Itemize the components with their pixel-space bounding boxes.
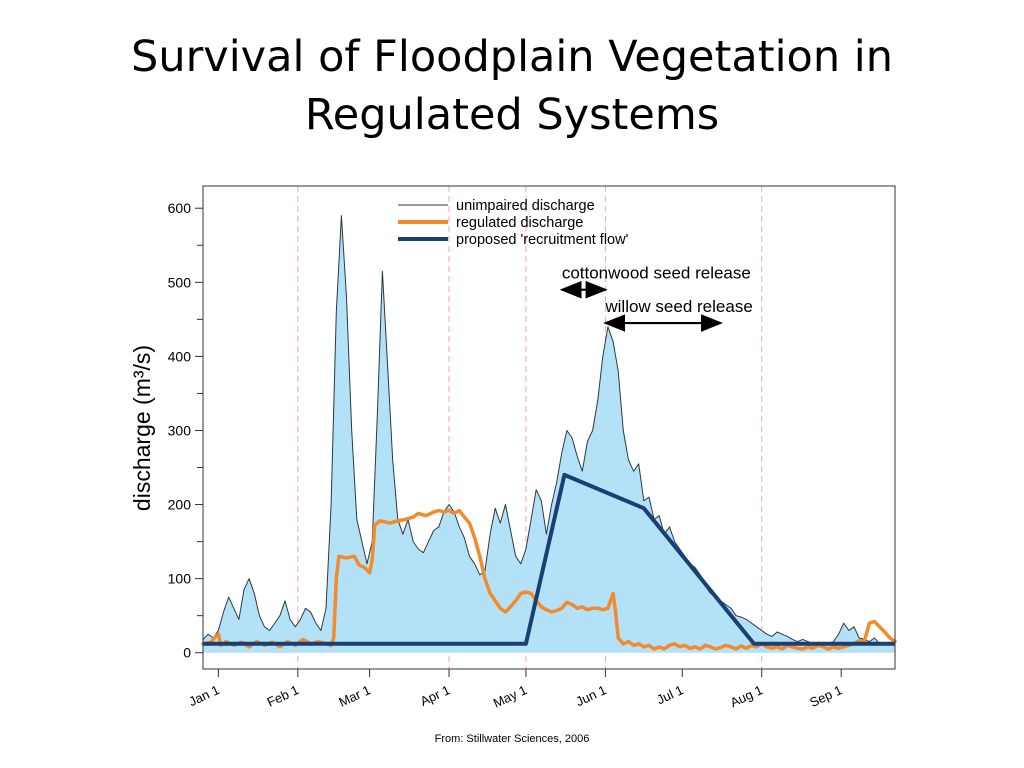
chart-series [201, 215, 897, 653]
x-tick-label: Jul 1 [654, 682, 685, 707]
x-tick-label: Mar 1 [336, 682, 372, 710]
x-tick-label: Jun 1 [573, 682, 608, 709]
seed-release-annotations: cottonwood seed release willow seed relea… [559, 264, 753, 332]
seed-release-label: cottonwood seed release [562, 264, 751, 283]
x-tick-label: Jan 1 [186, 682, 221, 709]
plot-area-frame [202, 185, 896, 670]
unimpaired-discharge-line [202, 215, 896, 646]
y-tick-label: 200 [168, 497, 192, 513]
recruitment-flow-line [203, 472, 895, 646]
legend-label: regulated discharge [456, 215, 583, 231]
y-tick-label: 100 [168, 571, 192, 587]
y-axis: 0 100 200 300 400 500 600 [168, 200, 203, 661]
seed-release-label: willow seed release [604, 297, 752, 316]
x-axis: Jan 1 Feb 1 Mar 1 Apr 1 May 1 Jun 1 Jul 1 Aug 1… [186, 669, 844, 711]
x-tick-label: Feb 1 [265, 682, 301, 710]
y-tick-label: 0 [183, 645, 191, 661]
x-tick-label: Aug 1 [728, 682, 765, 710]
source-citation: From: Stillwater Sciences, 2006 [434, 733, 590, 745]
y-tick-label: 300 [168, 422, 192, 438]
y-tick-label: 500 [168, 274, 192, 290]
regulated-discharge-line [201, 508, 897, 651]
x-tick-label: Sep 1 [807, 682, 844, 710]
slide-title-line-2: Regulated Systems [304, 90, 720, 140]
y-tick-label: 400 [168, 348, 192, 364]
y-axis-label: discharge (m³/s) [129, 345, 155, 511]
legend-label: proposed 'recruitment flow' [456, 232, 629, 248]
unimpaired-discharge-area [203, 215, 895, 653]
x-tick-label: May 1 [491, 682, 529, 711]
slide-title: Survival of Floodplain Vegetation in Reg… [0, 28, 1024, 144]
slide-title-line-1: Survival of Floodplain Vegetation in [131, 32, 893, 82]
x-tick-label: Apr 1 [418, 682, 453, 709]
legend-label: unimpaired discharge [456, 198, 595, 214]
y-tick-label: 600 [168, 200, 192, 216]
